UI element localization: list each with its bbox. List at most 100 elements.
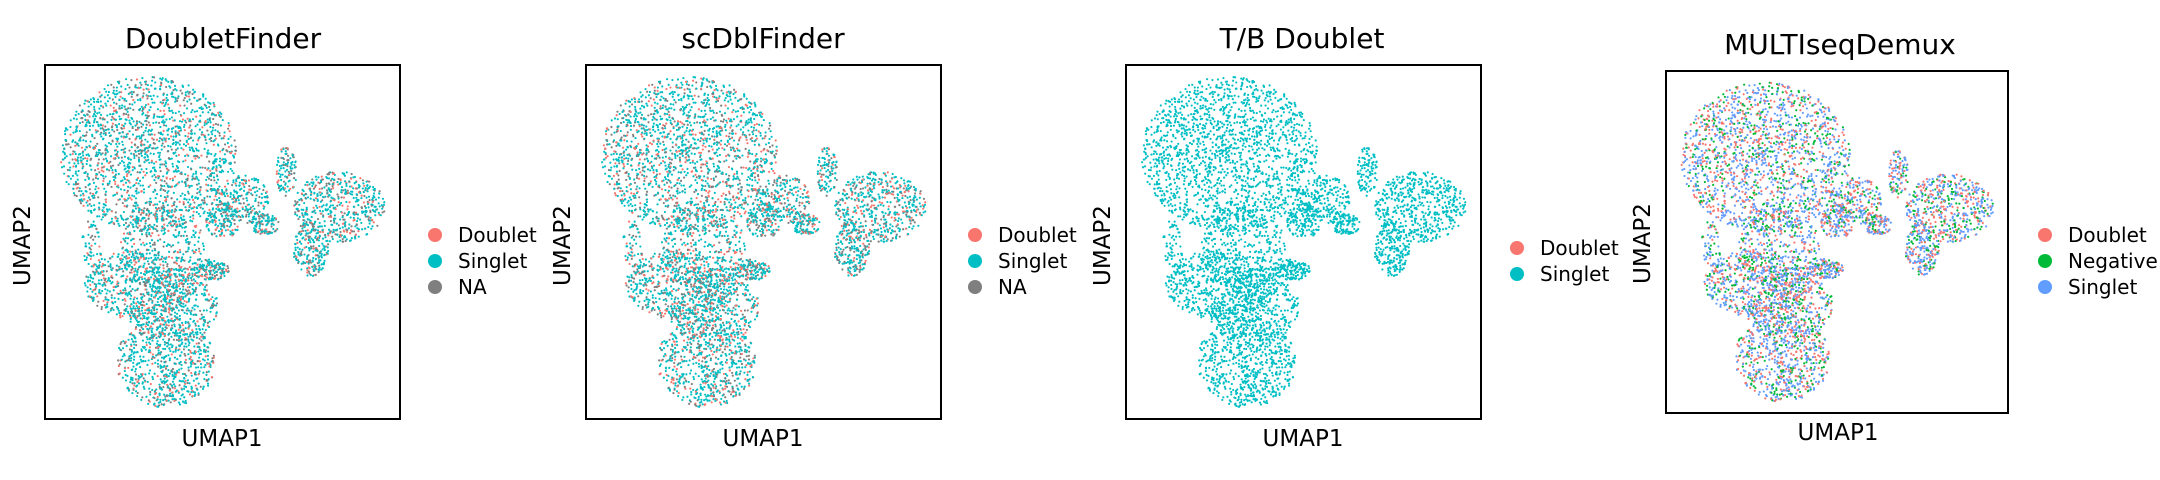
data-point (101, 118, 104, 121)
data-point (164, 258, 167, 261)
data-point (176, 257, 179, 260)
data-point (318, 264, 321, 267)
data-point (284, 147, 288, 150)
data-point (147, 299, 150, 302)
data-point (348, 223, 351, 226)
data-point (129, 221, 132, 224)
data-point (201, 111, 204, 114)
data-point (207, 152, 211, 155)
data-point (224, 229, 227, 232)
data-point (168, 338, 171, 341)
data-point (184, 295, 187, 298)
data-point (154, 176, 157, 179)
data-point (313, 229, 317, 232)
data-point (153, 213, 156, 216)
data-point (140, 168, 143, 171)
data-point (205, 203, 208, 206)
data-point (86, 113, 89, 116)
data-point (238, 184, 241, 187)
data-point (108, 208, 111, 211)
data-point (217, 224, 220, 227)
data-point (99, 127, 102, 130)
data-point (111, 139, 114, 142)
data-point (176, 198, 179, 201)
data-point (176, 289, 179, 293)
data-point (129, 239, 133, 242)
data-point (107, 128, 110, 131)
data-point (291, 160, 294, 164)
data-point (190, 371, 193, 374)
data-point (74, 180, 78, 183)
data-point (169, 319, 172, 322)
data-point (193, 110, 196, 113)
data-point (225, 149, 228, 152)
data-point (98, 288, 101, 292)
data-point (175, 316, 178, 319)
data-point (196, 345, 200, 348)
data-point (190, 374, 193, 377)
umap-scatter (60, 75, 386, 408)
data-point (143, 294, 146, 297)
data-point (354, 233, 357, 236)
data-point (143, 225, 146, 228)
data-point (300, 242, 303, 245)
data-point (184, 338, 187, 341)
data-point (130, 261, 133, 264)
data-point (251, 205, 255, 208)
data-point (182, 234, 185, 237)
data-point (138, 302, 141, 305)
data-point (263, 195, 266, 199)
data-point (184, 399, 187, 403)
data-point (141, 107, 144, 110)
data-point (187, 335, 190, 338)
data-point (151, 137, 154, 140)
data-point (305, 260, 309, 264)
data-point (166, 302, 169, 305)
data-point (134, 190, 137, 193)
data-point (317, 176, 320, 179)
data-point (133, 355, 136, 358)
data-point (89, 98, 92, 101)
data-point (160, 403, 163, 406)
data-point (350, 225, 353, 228)
data-point (313, 186, 317, 189)
data-point (223, 158, 227, 161)
data-point (157, 131, 160, 134)
data-point (174, 125, 177, 128)
data-point (143, 244, 146, 247)
data-point (146, 229, 149, 232)
data-point (190, 268, 193, 271)
data-point (202, 248, 205, 251)
data-point (223, 234, 226, 237)
data-point (175, 134, 178, 137)
data-point (218, 157, 222, 160)
data-point (151, 355, 154, 358)
data-point (257, 178, 260, 182)
data-point (220, 222, 223, 226)
data-point (131, 280, 134, 284)
data-point (223, 191, 226, 194)
data-point (144, 202, 147, 205)
data-point (199, 252, 202, 255)
data-point (247, 213, 251, 216)
data-point (125, 135, 128, 138)
data-point (227, 121, 230, 125)
data-point (253, 179, 256, 182)
data-point (373, 205, 376, 208)
data-point (174, 220, 177, 223)
data-point (193, 304, 196, 307)
data-point (199, 114, 202, 117)
data-point (228, 225, 231, 228)
data-point (128, 271, 132, 274)
data-point (360, 206, 363, 209)
data-point (148, 338, 151, 341)
data-point (151, 166, 155, 169)
data-point (231, 229, 234, 232)
data-point (297, 232, 300, 235)
data-point (229, 151, 232, 155)
data-point (247, 191, 250, 194)
data-point (366, 184, 369, 187)
data-point (167, 368, 170, 372)
data-point (184, 327, 187, 330)
data-point (214, 304, 218, 307)
